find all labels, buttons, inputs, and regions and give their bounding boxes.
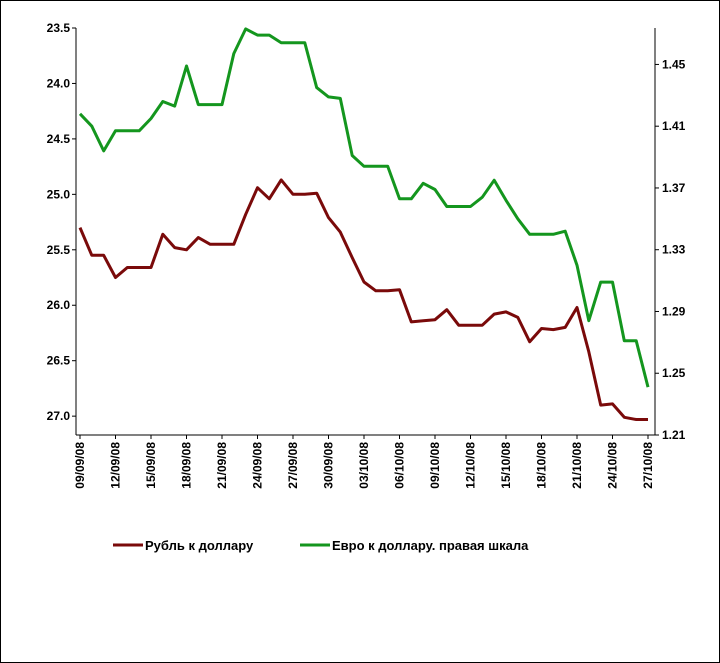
- y-tick-label: 25.0: [47, 187, 71, 201]
- x-tick-label: 24/09/08: [251, 442, 265, 489]
- x-tick-label: 09/10/08: [428, 442, 442, 489]
- y2-tick-label: 1.33: [662, 243, 686, 257]
- y2-tick-label: 1.29: [662, 304, 686, 318]
- y-tick-label: 24.0: [47, 76, 71, 90]
- y-tick-label: 25.5: [47, 243, 71, 257]
- legend-label: Евро к доллару. правая шкала: [332, 538, 529, 553]
- x-tick-label: 27/10/08: [641, 442, 655, 489]
- x-tick-label: 30/09/08: [322, 442, 336, 489]
- y2-tick-label: 1.37: [662, 181, 686, 195]
- x-tick-label: 15/10/08: [499, 442, 513, 489]
- x-tick-label: 06/10/08: [393, 442, 407, 489]
- x-tick-label: 12/10/08: [464, 442, 478, 489]
- y-tick-label: 23.5: [47, 21, 71, 35]
- x-tick-label: 21/10/08: [570, 442, 584, 489]
- y2-tick-label: 1.21: [662, 428, 686, 442]
- y-tick-label: 27.0: [47, 409, 71, 423]
- x-tick-label: 27/09/08: [286, 442, 300, 489]
- y2-tick-label: 1.25: [662, 366, 686, 380]
- x-tick-label: 12/09/08: [109, 442, 123, 489]
- x-tick-label: 24/10/08: [606, 442, 620, 489]
- y-tick-label: 26.0: [47, 298, 71, 312]
- y-tick-label: 26.5: [47, 354, 71, 368]
- y-tick-label: 24.5: [47, 132, 71, 146]
- series-line: [78, 27, 650, 388]
- x-tick-label: 03/10/08: [357, 442, 371, 489]
- legend-label: Рубль к доллару: [145, 538, 254, 553]
- x-tick-label: 18/09/08: [180, 442, 194, 489]
- y2-tick-label: 1.41: [662, 119, 686, 133]
- x-tick-label: 09/09/08: [73, 442, 87, 489]
- y2-tick-label: 1.45: [662, 57, 686, 71]
- series-line: [78, 178, 648, 421]
- x-tick-label: 21/09/08: [215, 442, 229, 489]
- x-tick-label: 18/10/08: [535, 442, 549, 489]
- x-tick-label: 15/09/08: [144, 442, 158, 489]
